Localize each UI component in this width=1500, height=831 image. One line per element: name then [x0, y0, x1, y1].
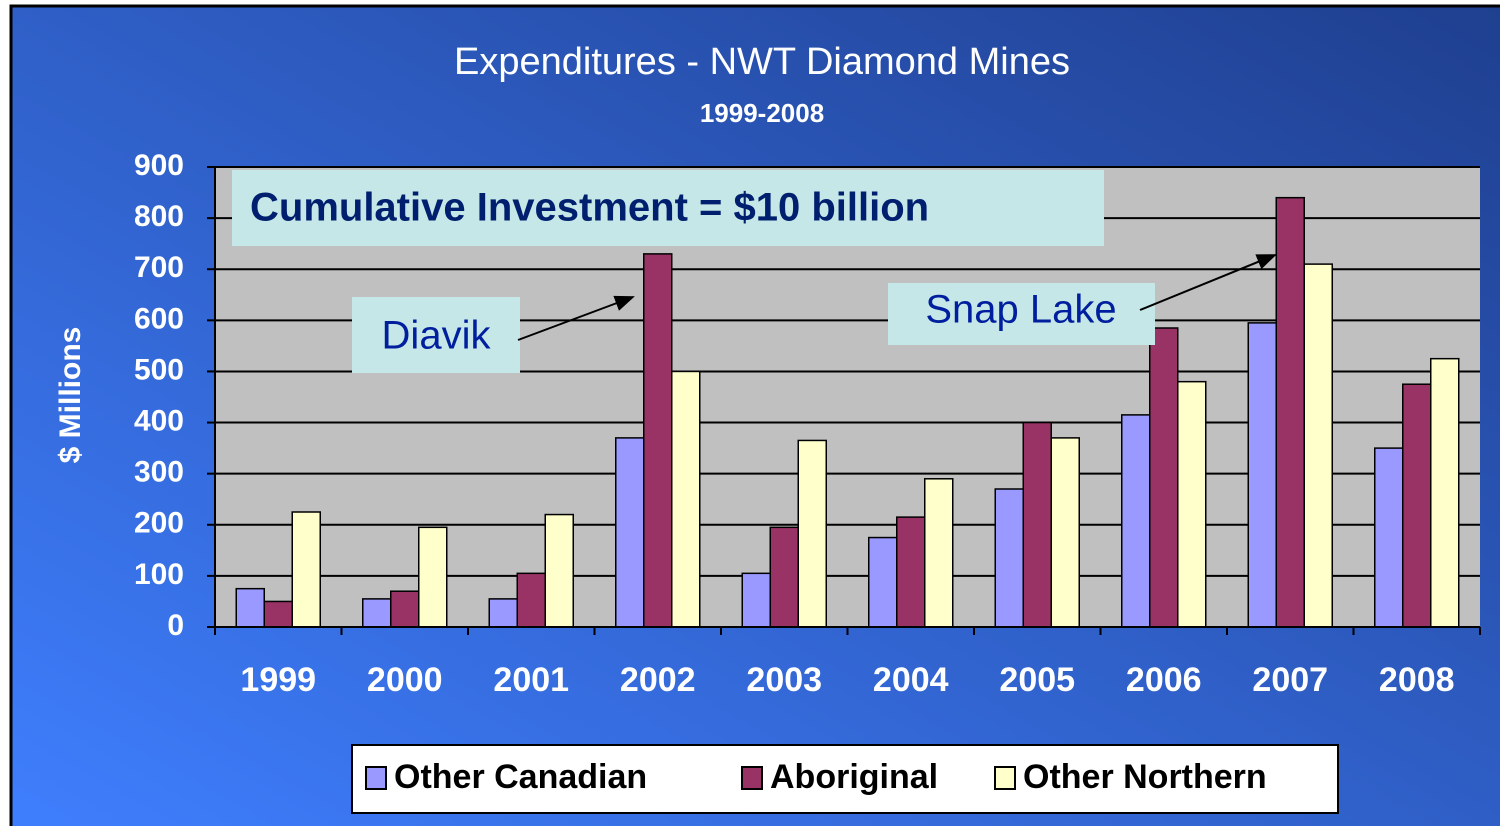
- arrow: [1139, 254, 1277, 311]
- annotation: Cumulative Investment = $10 billion: [250, 186, 929, 230]
- chart-subtitle: 1999-2008: [700, 98, 824, 128]
- bar: [362, 598, 392, 628]
- annotation-box: [232, 170, 1104, 246]
- y-tick-label: 800: [134, 200, 184, 233]
- bar: [1149, 327, 1179, 628]
- y-tick-label: 600: [134, 302, 184, 335]
- legend-swatch: [994, 766, 1016, 790]
- annotation: Snap Lake: [925, 288, 1116, 332]
- bar: [1050, 437, 1080, 628]
- y-tick-label: 900: [134, 149, 184, 182]
- legend-label: Aboriginal: [770, 758, 938, 796]
- bar: [1022, 421, 1052, 628]
- bar: [390, 590, 420, 628]
- y-tick-label: 700: [134, 251, 184, 284]
- bar: [418, 526, 448, 628]
- bar: [671, 370, 701, 628]
- y-tick-label: 300: [134, 456, 184, 489]
- chart-title: Expenditures - NWT Diamond Mines: [454, 41, 1070, 83]
- bar: [1402, 383, 1432, 628]
- x-tick-label: 2002: [620, 661, 696, 699]
- x-tick-label: 2008: [1379, 661, 1455, 699]
- bar: [868, 536, 898, 628]
- bar: [516, 572, 546, 628]
- bar: [1121, 414, 1151, 628]
- bar: [1247, 322, 1277, 628]
- legend-swatch: [741, 766, 763, 790]
- bar: [797, 439, 827, 628]
- legend-label: Other Canadian: [394, 758, 647, 796]
- bar: [263, 600, 293, 628]
- legend-label: Other Northern: [1023, 758, 1267, 796]
- bar: [994, 488, 1024, 628]
- bar: [1430, 357, 1460, 628]
- arrow: [517, 295, 635, 341]
- bar: [896, 516, 926, 628]
- bar: [544, 513, 574, 628]
- bar: [488, 598, 518, 628]
- y-tick-label: 100: [134, 558, 184, 591]
- bar: [1275, 196, 1305, 628]
- annotation: Diavik: [382, 314, 492, 358]
- y-tick-label: 500: [134, 353, 184, 386]
- x-tick-label: 2003: [746, 661, 822, 699]
- bar: [1303, 263, 1333, 628]
- bar: [643, 253, 673, 628]
- x-tick-label: 1999: [240, 661, 316, 699]
- legend-swatch: [365, 766, 387, 790]
- x-tick-label: 2007: [1252, 661, 1328, 699]
- x-tick-label: 2000: [367, 661, 443, 699]
- bar: [615, 437, 645, 628]
- bar: [1374, 447, 1404, 628]
- y-tick-label: 200: [134, 507, 184, 540]
- x-tick-label: 2004: [873, 661, 949, 699]
- y-tick-label: 0: [167, 609, 184, 642]
- y-axis-label: $ Millions: [54, 327, 87, 464]
- annotation-box: [352, 297, 520, 373]
- bar: [1177, 380, 1207, 628]
- y-tick-label: 400: [134, 404, 184, 437]
- legend: [351, 744, 1339, 814]
- x-tick-label: 2006: [1126, 661, 1202, 699]
- x-tick-label: 2005: [999, 661, 1075, 699]
- x-tick-label: 2001: [493, 661, 569, 699]
- bar: [769, 526, 799, 628]
- bar: [291, 511, 321, 628]
- bar: [924, 478, 954, 628]
- bar: [235, 587, 265, 628]
- bar: [741, 572, 771, 628]
- annotation-box: [888, 283, 1155, 345]
